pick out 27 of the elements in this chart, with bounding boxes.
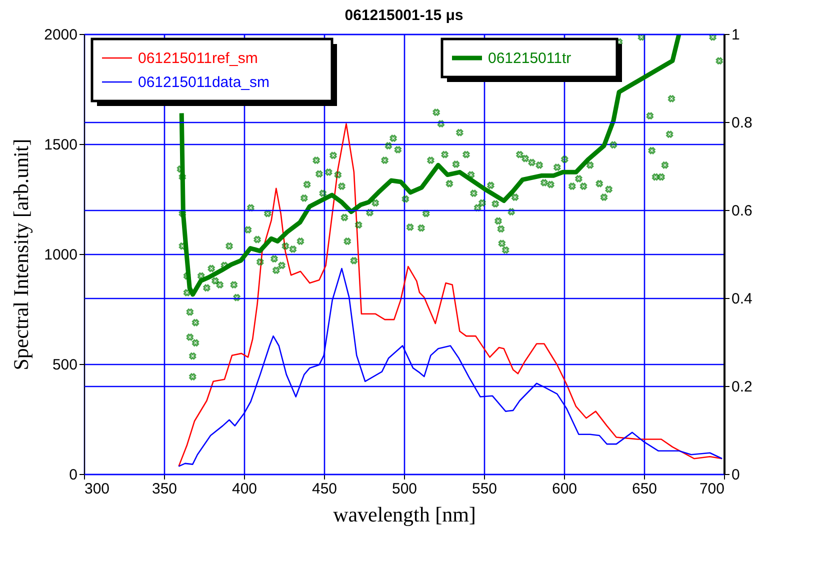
y2-tick-label: 1	[732, 26, 740, 44]
y-tick-label: 0	[69, 466, 78, 484]
y-tick-label: 2000	[44, 26, 78, 44]
x-tick-label: 550	[472, 480, 498, 498]
legend-label: 061215011tr	[488, 50, 572, 67]
y-axis-title: Spectral Intensity [arb.unit]	[9, 138, 34, 370]
x-tick-label: 600	[552, 480, 578, 498]
x-tick-label: 700	[699, 480, 724, 498]
y2-tick-label: 0.4	[732, 290, 752, 308]
x-axis-title: wavelength [nm]	[333, 502, 476, 526]
x-tick-label: 450	[312, 480, 338, 498]
y-tick-label: 1500	[44, 136, 78, 154]
x-tick-label: 350	[152, 480, 178, 498]
x-tick-label: 500	[392, 480, 418, 498]
line-series	[178, 123, 723, 467]
y2-tick-label: 0.6	[732, 202, 752, 220]
x-tick-label: 650	[632, 480, 658, 498]
y2-tick-label: 0	[732, 466, 740, 484]
y2-tick-label: 0.2	[732, 378, 752, 396]
chart-title: 061215001-15 μs	[344, 7, 464, 24]
y2-tick-label: 0.8	[732, 114, 752, 132]
x-tick-label: 300	[84, 480, 110, 498]
x-tick-label: 400	[232, 480, 258, 498]
y-tick-label: 500	[52, 356, 78, 374]
legend-label: 061215011data_sm	[138, 74, 270, 91]
legend-label: 061215011ref_sm	[138, 50, 258, 67]
y-tick-label: 1000	[44, 246, 78, 264]
